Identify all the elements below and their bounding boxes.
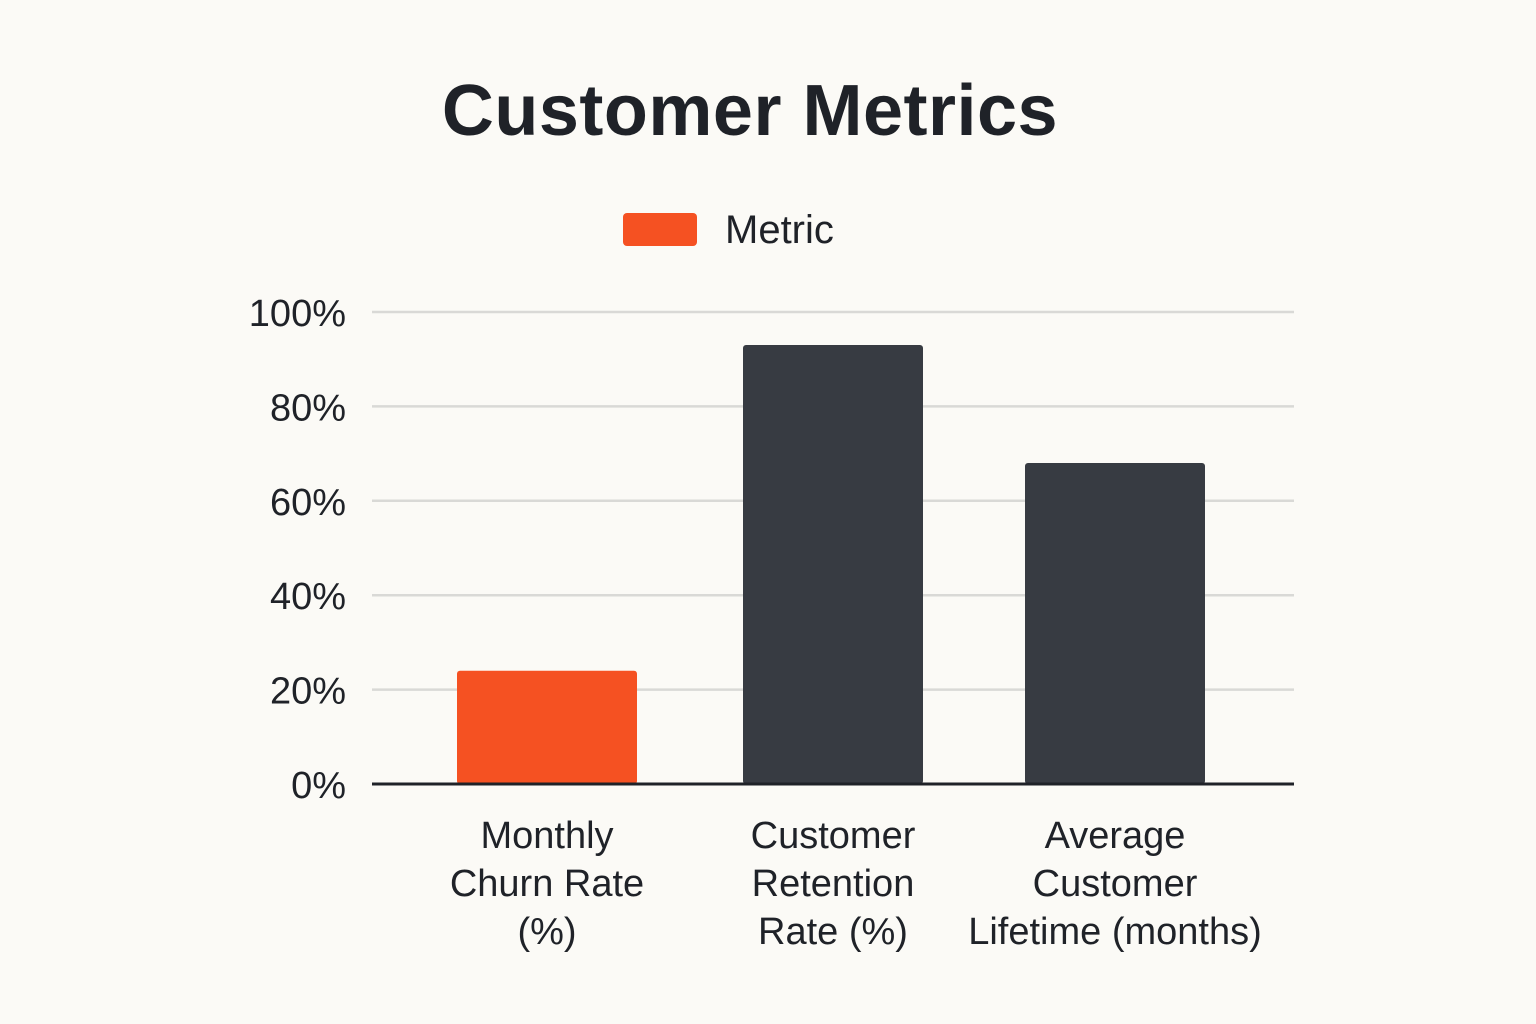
bar [1025,463,1205,784]
x-tick-label-line: Average [1045,815,1186,857]
x-tick-label: Monthly Churn Rate (%) [450,815,644,953]
y-tick-label: 40% [270,576,346,618]
x-tick-label-line: Rate (%) [758,911,908,953]
y-tick-label: 20% [270,671,346,713]
x-tick-label: Average Customer Lifetime (months) [968,815,1262,953]
x-tick-label-line: Customer [1033,863,1198,905]
bar [743,345,923,784]
x-tick-label-line: (%) [517,911,576,953]
y-tick-label: 60% [270,482,346,524]
chart-title: Customer Metrics [441,71,1059,151]
x-tick-label-line: Retention [752,863,915,905]
x-tick-label-line: Monthly [480,815,613,857]
bar [457,670,637,784]
y-tick-label: 0% [291,765,346,807]
legend-swatch [623,213,697,246]
x-tick-label-line: Churn Rate [450,863,644,905]
x-tick-label: Customer Retention Rate (%) [751,815,916,953]
legend-label: Metric [725,208,834,252]
x-tick-label-line: Customer [751,815,916,857]
y-tick-label: 100% [249,293,346,335]
x-tick-label-line: Lifetime (months) [968,911,1262,953]
y-tick-label: 80% [270,387,346,429]
